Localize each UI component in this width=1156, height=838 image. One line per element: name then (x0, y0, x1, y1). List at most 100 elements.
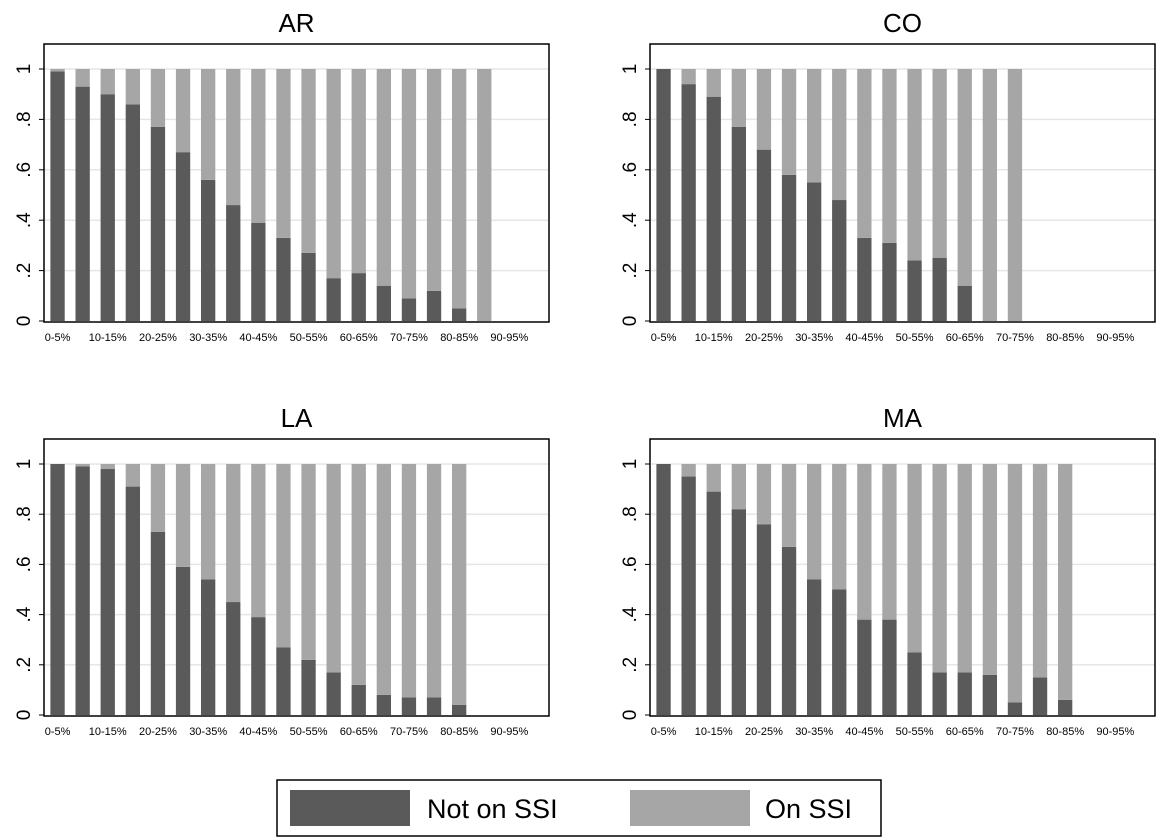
y-tick-label: .6 (620, 556, 641, 572)
bar-on-ssi (706, 69, 721, 97)
bar-not-on-ssi (681, 84, 696, 322)
bar-on-ssi (756, 464, 772, 525)
bar-on-ssi (376, 464, 392, 695)
x-tick-label: 70-75% (390, 332, 428, 344)
y-tick-label: .4 (14, 606, 35, 622)
bar-on-ssi (731, 464, 747, 510)
bar-on-ssi (351, 464, 366, 685)
x-tick-label: 60-65% (340, 726, 378, 738)
legend-label-on-ssi: On SSI (765, 794, 852, 824)
x-tick-label: 70-75% (996, 726, 1034, 738)
bar-on-ssi (681, 69, 696, 85)
bar-not-on-ssi (125, 486, 141, 715)
x-tick-label: 0-5% (45, 332, 71, 344)
chart-panel-ar: AR 0 .2 .4 .6 .8 1 0-5% 10-15% 20-25% 30-35% 40-45%… (14, 8, 550, 344)
x-tick-label: 90-95% (490, 332, 528, 344)
x-tick-label: 60-65% (946, 726, 984, 738)
x-tick-label: 80-85% (1046, 726, 1084, 738)
x-tick-label: 0-5% (651, 332, 677, 344)
bar-not-on-ssi (276, 647, 291, 715)
bar-on-ssi (326, 464, 341, 673)
bar-on-ssi (982, 464, 998, 675)
x-tick-label: 30-35% (795, 332, 833, 344)
bar-not-on-ssi (326, 672, 341, 715)
x-tick-label: 30-35% (189, 726, 227, 738)
bar-on-ssi (175, 69, 191, 153)
chart-panel-la: LA 0 .2 .4 .6 .8 1 0-5% 10-15% 20-25% 30-35% 40-45%… (14, 403, 550, 738)
bar-on-ssi (882, 464, 897, 620)
x-tick-label: 20-25% (139, 726, 177, 738)
bar-not-on-ssi (907, 652, 922, 715)
bar-not-on-ssi (401, 298, 417, 321)
bar-not-on-ssi (351, 684, 366, 715)
bar-on-ssi (756, 69, 772, 150)
bar-not-on-ssi (75, 86, 90, 321)
bar-on-ssi (857, 464, 872, 620)
bar-not-on-ssi (1007, 702, 1023, 715)
y-tick-label: 0 (14, 316, 35, 327)
bar-on-ssi (426, 464, 442, 698)
bar-not-on-ssi (857, 619, 872, 715)
y-tick-label: 1 (14, 64, 35, 75)
bar-not-on-ssi (957, 672, 972, 715)
x-tick-label: 40-45% (845, 726, 883, 738)
bar-not-on-ssi (351, 273, 366, 321)
x-tick-label: 20-25% (745, 726, 783, 738)
bar-on-ssi (806, 69, 822, 183)
bar-not-on-ssi (376, 694, 392, 715)
bar-not-on-ssi (175, 152, 191, 321)
bar-on-ssi (451, 464, 467, 705)
x-tick-label: 90-95% (1096, 726, 1134, 738)
x-tick-label: 80-85% (440, 332, 478, 344)
y-tick-label: .8 (620, 111, 641, 127)
bar-not-on-ssi (226, 205, 241, 321)
bar-on-ssi (477, 69, 492, 321)
x-tick-label: 40-45% (845, 332, 883, 344)
bar-not-on-ssi (982, 674, 998, 715)
y-tick-label: .8 (620, 506, 641, 522)
y-tick-label: .4 (620, 212, 641, 228)
bar-on-ssi (276, 69, 291, 238)
bar-not-on-ssi (907, 260, 922, 321)
bar-on-ssi (1007, 464, 1023, 703)
bar-on-ssi (426, 69, 442, 291)
bar-on-ssi (731, 69, 747, 127)
bar-on-ssi (1032, 464, 1048, 678)
bar-on-ssi (932, 69, 947, 258)
bar-on-ssi (832, 464, 847, 590)
y-tick-label: .6 (14, 556, 35, 572)
y-tick-label: 0 (620, 316, 641, 327)
bar-on-ssi (351, 69, 366, 274)
bar-not-on-ssi (681, 476, 696, 715)
bar-on-ssi (1007, 69, 1023, 321)
x-tick-label: 90-95% (490, 726, 528, 738)
x-tick-label: 30-35% (795, 726, 833, 738)
bar-not-on-ssi (781, 174, 797, 321)
x-tick-label: 10-15% (89, 726, 127, 738)
legend-label-not-on-ssi: Not on SSI (427, 794, 558, 824)
x-tick-label: 40-45% (239, 726, 277, 738)
y-tick-label: 0 (620, 710, 641, 721)
y-tick-label: .8 (14, 506, 35, 522)
bar-on-ssi (907, 69, 922, 261)
bar-on-ssi (200, 69, 216, 180)
y-tick-label: .2 (620, 657, 641, 673)
bar-not-on-ssi (957, 285, 972, 321)
bar-on-ssi (806, 464, 822, 580)
bar-on-ssi (100, 464, 115, 470)
x-tick-label: 10-15% (89, 332, 127, 344)
bar-not-on-ssi (175, 566, 191, 715)
bar-not-on-ssi (200, 579, 216, 715)
bar-on-ssi (125, 69, 141, 105)
bar-on-ssi (401, 464, 417, 698)
plot-frame (43, 438, 550, 717)
bar-not-on-ssi (50, 464, 65, 715)
panel-title: AR (278, 8, 314, 38)
bar-on-ssi (251, 464, 266, 618)
bar-not-on-ssi (451, 704, 467, 715)
bar-not-on-ssi (426, 697, 442, 715)
bar-on-ssi (832, 69, 847, 201)
y-tick-label: .2 (620, 263, 641, 279)
panel-title: CO (883, 8, 922, 38)
bar-not-on-ssi (731, 126, 747, 322)
